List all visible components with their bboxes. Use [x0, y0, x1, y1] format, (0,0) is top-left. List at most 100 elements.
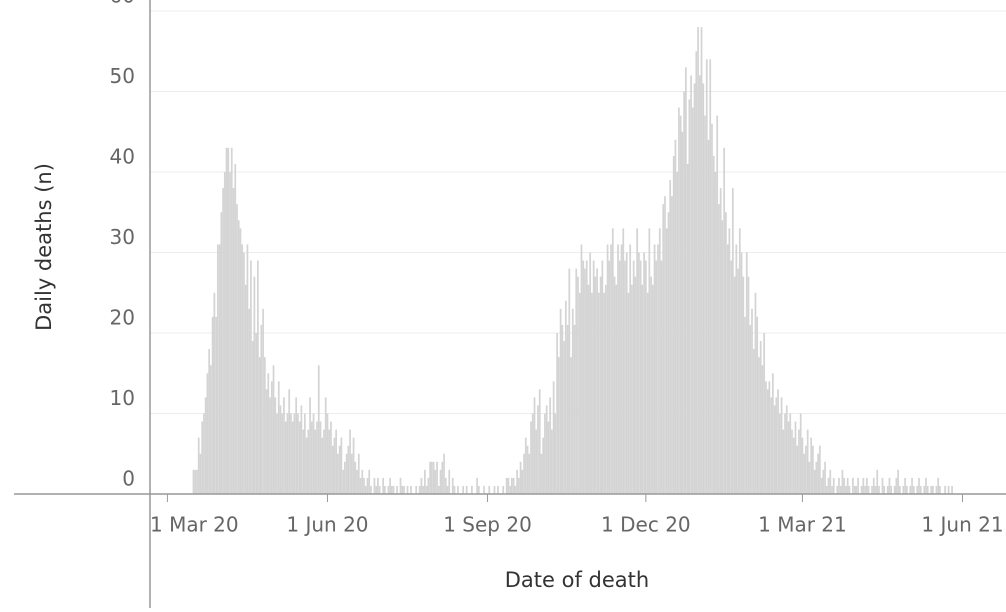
bar: [533, 397, 536, 494]
y-tick-label: 40: [110, 145, 135, 169]
bar: [255, 333, 257, 494]
bar: [599, 276, 602, 494]
bar: [563, 341, 565, 494]
bar: [387, 485, 390, 494]
bar: [577, 276, 579, 494]
bar: [886, 485, 889, 494]
bar: [825, 485, 828, 494]
bar: [258, 357, 261, 494]
bar: [216, 244, 219, 494]
bar: [483, 485, 485, 494]
bar: [220, 212, 223, 494]
bar: [777, 389, 779, 494]
bar: [853, 485, 856, 494]
bar: [570, 357, 572, 494]
bar: [731, 188, 734, 494]
bar: [785, 405, 788, 494]
bar: [236, 204, 238, 494]
bar: [606, 244, 609, 494]
bar: [507, 477, 510, 494]
bar: [512, 477, 515, 494]
bar: [925, 477, 927, 494]
bar: [634, 276, 637, 494]
bar: [420, 477, 423, 494]
bar: [697, 27, 699, 494]
bar: [702, 83, 705, 494]
bar: [681, 131, 684, 494]
bar: [657, 244, 659, 494]
bar: [622, 228, 625, 494]
bar: [719, 188, 722, 494]
bar: [403, 485, 405, 494]
bar: [378, 485, 381, 494]
bar: [631, 284, 633, 494]
bar: [218, 244, 221, 494]
bar: [363, 477, 365, 494]
bar: [283, 397, 285, 494]
bar: [295, 397, 298, 494]
bar: [253, 276, 256, 494]
bar: [211, 316, 214, 494]
bar: [312, 413, 315, 494]
bar: [237, 220, 240, 495]
bar: [564, 300, 567, 494]
bar: [399, 477, 402, 494]
bar: [752, 349, 755, 494]
bar: [723, 147, 726, 494]
bar: [343, 461, 346, 494]
bar: [698, 75, 701, 495]
bar: [824, 461, 826, 494]
bar: [377, 477, 379, 494]
bar: [578, 292, 581, 494]
bar: [439, 469, 442, 494]
bar: [556, 333, 558, 494]
bar: [267, 373, 270, 494]
bar: [589, 252, 592, 494]
bar: [514, 485, 517, 494]
bar: [939, 485, 941, 494]
bar: [813, 469, 816, 494]
bar: [359, 477, 362, 494]
bar: [591, 292, 593, 494]
bar: [862, 477, 865, 494]
bar: [305, 437, 308, 494]
bar: [333, 437, 336, 494]
bar: [356, 469, 358, 494]
bar: [509, 485, 512, 494]
bar: [585, 260, 588, 494]
bar: [930, 485, 933, 494]
bar: [759, 341, 762, 494]
bar: [580, 244, 583, 494]
bar: [841, 469, 844, 494]
bar: [300, 405, 303, 494]
bar: [864, 485, 866, 494]
bar: [664, 196, 666, 494]
bar: [916, 485, 919, 494]
bar: [878, 485, 880, 494]
bar: [620, 244, 623, 494]
bar: [909, 485, 912, 494]
bar: [277, 381, 280, 494]
bar: [262, 308, 264, 494]
bar: [763, 333, 766, 494]
bar: [852, 477, 854, 494]
bar: [615, 284, 618, 494]
bar: [836, 485, 839, 494]
bar: [768, 381, 771, 494]
bar: [827, 477, 830, 494]
bar: [667, 212, 670, 494]
bar: [552, 381, 555, 494]
bar: [297, 413, 299, 494]
bar: [430, 461, 433, 494]
bar: [587, 284, 590, 494]
bar: [272, 365, 275, 494]
bar: [911, 477, 913, 494]
bar: [535, 429, 538, 494]
bar: [197, 437, 200, 494]
bar: [361, 469, 364, 494]
bar: [883, 485, 886, 494]
bar: [674, 139, 677, 495]
bar: [799, 413, 802, 494]
bar: [904, 477, 906, 494]
